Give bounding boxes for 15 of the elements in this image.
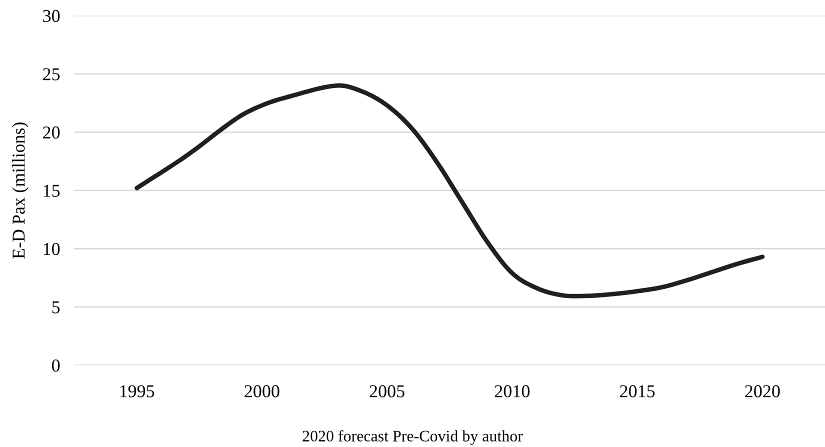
y-tick-label: 0: [52, 359, 60, 372]
y-axis-title: E-D Pax (millions): [12, 122, 28, 259]
y-tick-label: 20: [43, 126, 60, 139]
y-tick-label: 25: [43, 68, 60, 80]
y-tick-label: 15: [44, 184, 60, 197]
x-tick-label: 2005: [370, 385, 404, 398]
text: 2020 forecast Pre-Covid by author: [302, 430, 523, 445]
y-tick-label: 30: [43, 10, 60, 22]
x-tick-label: 1995: [120, 385, 154, 398]
x-tick-label: 2000: [244, 385, 280, 398]
x-tick-label: 2020: [745, 385, 780, 398]
y-tick-label: 5: [52, 301, 60, 314]
x-tick-label: 2010: [494, 385, 530, 398]
x-tick-label: 2015: [620, 385, 655, 398]
y-tick-label: 10: [44, 242, 60, 256]
